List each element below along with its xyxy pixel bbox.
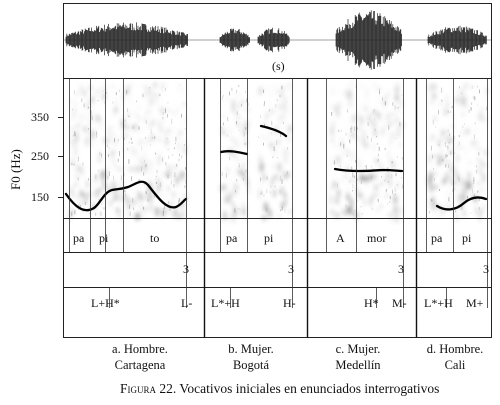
panel-caption-d: d. Hombre. Cali <box>426 342 484 372</box>
y-axis-label: F0 (Hz) <box>8 149 23 190</box>
tone-ticks <box>109 287 488 308</box>
panel-caption-b: b. Mujer. Bogotá <box>228 342 274 372</box>
break-index: 3 <box>398 262 404 276</box>
y-tick-250: 250 <box>31 149 49 163</box>
tone-label: L*+H <box>211 296 240 310</box>
tone-label: M- <box>392 296 407 310</box>
waveform <box>64 10 491 70</box>
syllable-label: to <box>150 231 160 245</box>
pitch-tracks <box>64 124 488 212</box>
break-ticks <box>186 252 488 288</box>
syllable-label: pa <box>73 231 85 245</box>
tone-label: H- <box>283 296 296 310</box>
y-tick-350: 350 <box>31 110 49 124</box>
tone-label: H* <box>364 296 379 310</box>
syllable-label: mor <box>367 231 387 245</box>
figure-frame <box>63 3 492 338</box>
panel-caption-c: c. Mujer. Medellín <box>335 342 381 372</box>
tone-label: L*+H <box>424 296 453 310</box>
break-index: 3 <box>483 262 489 276</box>
syllable-label: pi <box>264 231 274 245</box>
spectrogram <box>68 82 489 223</box>
y-tick-150: 150 <box>31 190 49 204</box>
tone-label: M+ <box>466 296 484 310</box>
syllable-label: pa <box>431 231 443 245</box>
syllable-label: pi <box>462 231 472 245</box>
syllable-label: pi <box>99 231 109 245</box>
aspiration-marker: (s) <box>272 59 285 73</box>
break-index: 3 <box>183 262 189 276</box>
syllable-label: pa <box>226 231 238 245</box>
tone-label: L- <box>181 296 193 310</box>
figure-caption: Figura 22. Vocativos iniciales en enunci… <box>120 381 440 396</box>
syllable-boundaries <box>69 78 488 253</box>
syllable-label: A <box>336 231 345 245</box>
break-index: 3 <box>288 262 294 276</box>
panel-caption-a: a. Hombre. Cartagena <box>112 342 168 372</box>
tone-label: L+H* <box>91 296 120 310</box>
